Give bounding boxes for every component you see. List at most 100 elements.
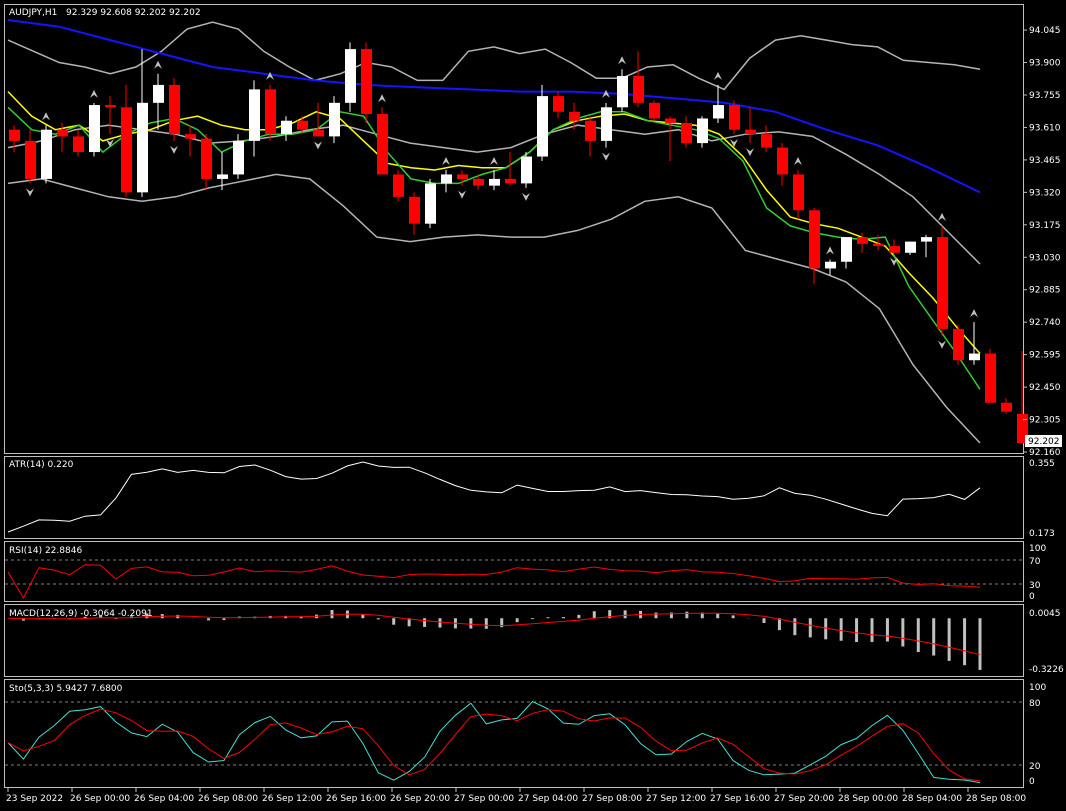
price-tick-label: 93.900 — [1029, 59, 1061, 69]
candle — [505, 152, 516, 186]
candle — [121, 84, 132, 197]
candle-body — [1001, 402, 1012, 412]
time-tick-label: 28 Sep 00:00 — [838, 794, 898, 804]
candle — [185, 125, 196, 157]
time-tick-label: 27 Sep 20:00 — [774, 794, 834, 804]
candle-body — [185, 134, 196, 139]
time-tick-label: 26 Sep 00:00 — [70, 794, 130, 804]
chart-symbol-label: AUDJPY,H1 — [9, 8, 57, 18]
current-price-tag: 92.202 — [1025, 435, 1062, 447]
candle-body — [649, 102, 660, 119]
price-tick-label: 92.305 — [1029, 416, 1061, 426]
candle — [633, 51, 644, 108]
candle-body — [249, 89, 260, 141]
fractal-arrows — [26, 56, 978, 349]
fractal-down-arrow — [26, 188, 34, 197]
candle-body — [201, 138, 212, 179]
candle — [425, 178, 436, 229]
candle — [409, 192, 420, 235]
candle-body — [73, 136, 84, 153]
stoch-pane-frame — [4, 679, 1024, 788]
candle-body — [393, 174, 404, 197]
candle-body — [105, 105, 116, 108]
candle-body — [905, 241, 916, 253]
time-tick-label: 28 Sep 04:00 — [902, 794, 962, 804]
atr-label: ATR(14) 0.220 — [9, 460, 74, 470]
current-price-label: 92.202 — [1028, 437, 1060, 447]
candle — [441, 169, 452, 193]
stoch-main-line — [7, 700, 981, 784]
fractal-up-arrow — [266, 71, 274, 80]
candle-body — [137, 102, 148, 193]
candle — [57, 122, 68, 153]
time-tick-label: 26 Sep 04:00 — [134, 794, 194, 804]
candle-body — [345, 49, 356, 103]
price-tick-label: 93.030 — [1029, 253, 1061, 263]
rsi-label: RSI(14) 22.8846 — [9, 546, 82, 556]
candle-body — [729, 105, 740, 130]
fractal-down-arrow — [746, 148, 754, 157]
rsi-line — [7, 564, 981, 600]
price-tick-label: 92.595 — [1029, 351, 1061, 361]
candle — [361, 42, 372, 123]
candle — [761, 125, 772, 153]
time-tick-label: 26 Sep 20:00 — [390, 794, 450, 804]
price-tick-label: 93.175 — [1029, 221, 1061, 231]
fractal-down-arrow — [170, 145, 178, 154]
candle-body — [121, 107, 132, 193]
time-tick-label: 28 Sep 08:00 — [966, 794, 1026, 804]
candle — [169, 78, 180, 141]
candle — [89, 102, 100, 157]
candle-body — [665, 118, 676, 123]
candle-body — [89, 105, 100, 153]
candle-body — [169, 84, 180, 135]
candle-body — [857, 237, 868, 244]
candle — [537, 84, 548, 162]
atr-pane-frame — [4, 456, 1024, 539]
candle — [73, 129, 84, 157]
price-tick-label: 92.740 — [1029, 318, 1061, 328]
candle-body — [681, 122, 692, 144]
candle-body — [329, 102, 340, 137]
price-tick-label: 92.450 — [1029, 383, 1061, 393]
fractal-up-arrow — [618, 56, 626, 65]
candle — [1001, 398, 1012, 414]
candle — [665, 116, 676, 162]
candle — [905, 241, 916, 256]
fractal-down-arrow — [938, 340, 946, 349]
macd-histogram — [21, 610, 982, 670]
candle — [649, 100, 660, 121]
candle — [953, 324, 964, 365]
candle-body — [553, 96, 564, 112]
candle-body — [537, 96, 548, 157]
stoch-axis-20: 20 — [1029, 762, 1041, 772]
stoch-axis-100: 100 — [1029, 683, 1046, 693]
candle — [1017, 351, 1028, 444]
candle-body — [217, 174, 228, 179]
fractal-down-arrow — [458, 190, 466, 199]
candle — [249, 80, 260, 157]
candle-body — [361, 49, 372, 115]
candle — [889, 239, 900, 253]
fractal-up-arrow — [378, 94, 386, 103]
candle-body — [713, 105, 724, 119]
candle — [473, 174, 484, 191]
fractal-up-arrow — [442, 156, 450, 165]
pane-frames — [4, 4, 1024, 788]
time-tick-label: 26 Sep 16:00 — [326, 794, 386, 804]
fractal-up-arrow — [490, 156, 498, 165]
time-tick-label: 27 Sep 12:00 — [646, 794, 706, 804]
candle-body — [521, 156, 532, 184]
candle-body — [457, 174, 468, 179]
candle — [777, 143, 788, 186]
candle-body — [937, 237, 948, 329]
stoch-axis-0: 0 — [1029, 777, 1035, 787]
candle — [585, 116, 596, 157]
chart-ohlc-label: 92.329 92.608 92.202 92.202 — [66, 8, 201, 18]
candle-body — [473, 178, 484, 186]
candle — [201, 134, 212, 191]
candle-body — [761, 134, 772, 148]
candle-body — [9, 129, 20, 141]
candle — [825, 259, 836, 276]
